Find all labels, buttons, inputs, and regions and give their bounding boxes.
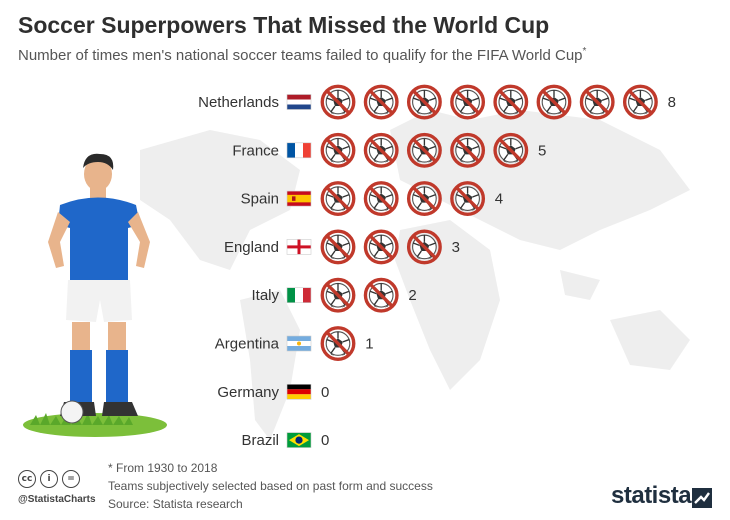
twitter-handle[interactable]: @StatistaCharts: [18, 494, 96, 505]
category-label: England: [224, 239, 279, 256]
category-label: Argentina: [215, 336, 280, 353]
value-label: 8: [668, 94, 676, 111]
value-label: 0: [321, 432, 329, 449]
flag-france-icon: [286, 142, 312, 159]
soccer-player-illustration: [23, 153, 167, 437]
crossed-out-soccer-ball-icon: [320, 277, 356, 313]
flag-italy-icon: [286, 287, 312, 304]
chart-row-brazil: Brazil 0: [241, 432, 329, 449]
crossed-out-soccer-ball-icon: [363, 229, 399, 265]
crossed-out-soccer-ball-icon: [406, 181, 442, 217]
value-label: 0: [321, 384, 329, 401]
flag-argentina-icon: [286, 335, 312, 352]
footnote-years: * From 1930 to 2018: [108, 461, 218, 475]
crossed-out-soccer-ball-icon: [406, 132, 442, 168]
crossed-out-soccer-ball-icon: [363, 84, 399, 120]
crossed-out-soccer-ball-icon: [320, 181, 356, 217]
flag-brazil-icon: [286, 432, 312, 448]
chart-row-argentina: Argentina 1: [215, 326, 374, 361]
crossed-out-soccer-ball-icon: [320, 84, 356, 120]
crossed-out-soccer-ball-icon: [536, 84, 572, 120]
value-label: 1: [365, 336, 373, 353]
category-label: France: [232, 142, 279, 159]
chart-title: Soccer Superpowers That Missed the World…: [18, 12, 550, 38]
subtitle-text: Number of times men's national soccer te…: [18, 47, 583, 64]
crossed-out-soccer-ball-icon: [363, 277, 399, 313]
crossed-out-soccer-ball-icon: [320, 132, 356, 168]
chart-row-france: France 5: [232, 132, 546, 168]
flag-germany-icon: [286, 383, 312, 400]
statista-logo-mark[interactable]: [692, 488, 712, 508]
no-derivatives-icon[interactable]: =: [62, 470, 80, 488]
crossed-out-soccer-ball-icon: [363, 132, 399, 168]
source-text: Source: Statista research: [108, 497, 243, 511]
value-label: 5: [538, 142, 546, 159]
chart-row-italy: Italy 2: [251, 277, 417, 313]
chart-rows: Netherlands 8 France 5 Spain 4 England 3 Italy 2 A…: [198, 84, 676, 449]
crossed-out-soccer-ball-icon: [406, 229, 442, 265]
category-label: Netherlands: [198, 94, 279, 111]
chart-row-germany: Germany 0: [217, 384, 329, 401]
footnote-selection: Teams subjectively selected based on pas…: [108, 479, 433, 493]
license-icons: cc i =: [18, 470, 80, 488]
flag-netherlands-icon: [286, 94, 312, 110]
footer-notes: * From 1930 to 2018 Teams subjectively s…: [108, 459, 433, 513]
chart-row-netherlands: Netherlands 8: [198, 84, 676, 120]
category-label: Germany: [217, 384, 279, 401]
value-label: 2: [408, 287, 416, 304]
chart-row-england: England 3: [224, 229, 460, 265]
chart-subtitle: Number of times men's national soccer te…: [18, 46, 586, 64]
crossed-out-soccer-ball-icon: [450, 84, 486, 120]
crossed-out-soccer-ball-icon: [320, 229, 356, 265]
statista-logo-text[interactable]: statista: [611, 482, 692, 509]
category-label: Brazil: [241, 432, 279, 449]
subtitle-footnote-mark: *: [582, 46, 587, 57]
crossed-out-soccer-ball-icon: [320, 326, 356, 361]
category-label: Italy: [251, 287, 279, 304]
flag-england-icon: [286, 239, 312, 255]
crossed-out-soccer-ball-icon: [493, 132, 529, 168]
crossed-out-soccer-ball-icon: [579, 84, 615, 120]
attribution-icon[interactable]: i: [40, 470, 58, 488]
value-label: 3: [452, 239, 460, 256]
crossed-out-soccer-ball-icon: [493, 84, 529, 120]
chart-row-spain: Spain 4: [241, 181, 503, 217]
creative-commons-icon[interactable]: cc: [18, 470, 36, 488]
crossed-out-soccer-ball-icon: [450, 132, 486, 168]
crossed-out-soccer-ball-icon: [363, 181, 399, 217]
category-label: Spain: [241, 191, 279, 208]
value-label: 4: [495, 191, 503, 208]
crossed-out-soccer-ball-icon: [406, 84, 442, 120]
crossed-out-soccer-ball-icon: [622, 84, 658, 120]
flag-spain-icon: [286, 190, 312, 207]
crossed-out-soccer-ball-icon: [450, 181, 486, 217]
